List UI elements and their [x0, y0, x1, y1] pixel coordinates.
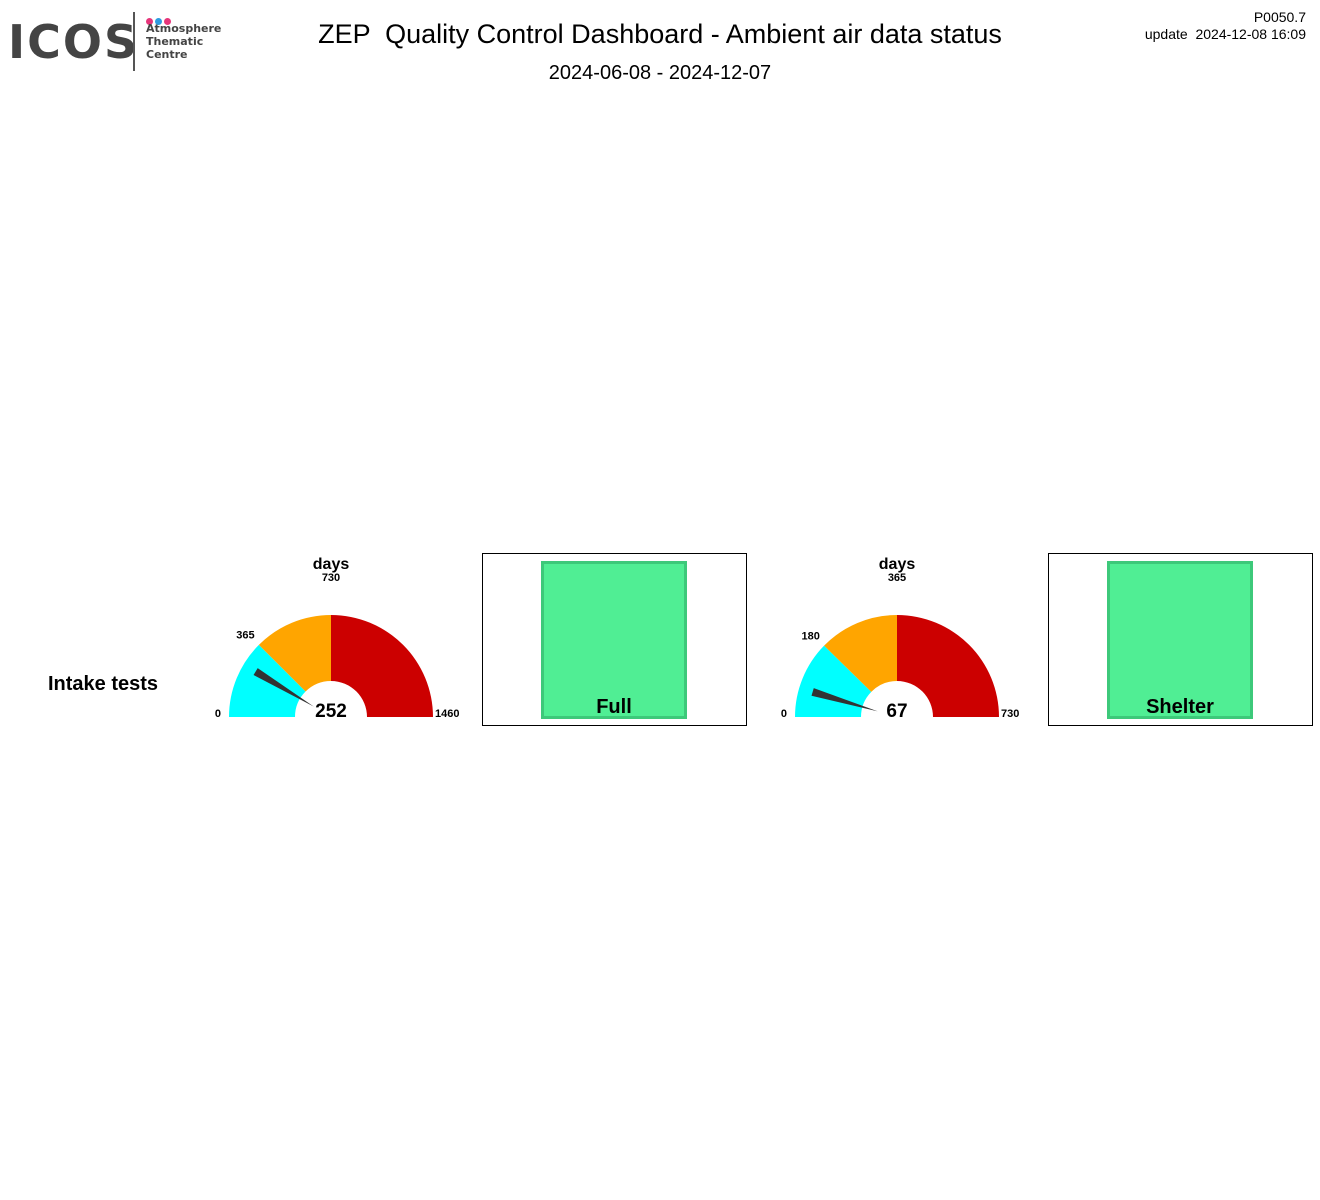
gauge-tick-label: 365	[236, 630, 254, 642]
gauge-unit-label: days	[313, 556, 350, 573]
page-title: ZEP Quality Control Dashboard - Ambient …	[318, 19, 1002, 49]
logo-divider	[133, 12, 135, 71]
row-label-intake-tests: Intake tests	[48, 673, 159, 695]
gauge-band	[897, 615, 999, 717]
gauge-value: 67	[886, 701, 907, 722]
gauge-tick-label: 1460	[435, 708, 459, 720]
logo-wordmark: ICOS	[8, 15, 140, 69]
status-box-full: Full	[482, 553, 747, 726]
status-box-shelter: Shelter	[1048, 553, 1313, 726]
gauge-tick-label: 0	[215, 708, 221, 720]
gauge-band	[795, 645, 872, 717]
gauge-days-2: days 67 0 180 365 730	[781, 556, 1019, 722]
gauge-band	[258, 615, 331, 692]
gauge-tick-label: 365	[888, 572, 906, 584]
logo-sub-line: Centre	[146, 48, 188, 61]
status-indicator	[1107, 561, 1253, 719]
logo-subtitle: Atmosphere Thematic Centre	[146, 22, 221, 61]
status-label: Shelter	[1146, 696, 1214, 718]
gauge-tick-label: 730	[322, 572, 340, 584]
gauge-tick-label: 0	[781, 708, 787, 720]
gauge-band	[824, 615, 897, 692]
icos-logo: ICOS Atmosphere Thematic Centre	[8, 10, 228, 74]
gauge-tick-label: 180	[801, 630, 819, 642]
logo-sub-line: Thematic	[146, 35, 204, 48]
update-timestamp: update 2024-12-08 16:09	[1144, 26, 1306, 42]
period-subtitle: 2024-06-08 - 2024-12-07	[548, 62, 772, 84]
update-info: P0050.7 update 2024-12-08 16:09	[1145, 9, 1306, 43]
status-indicator	[541, 561, 687, 719]
gauge-days-1: days 252 0 365 730 1460	[215, 556, 460, 722]
gauge-tick-label: 730	[1001, 708, 1019, 720]
logo-dot	[146, 18, 153, 25]
product-code: P0050.7	[1253, 9, 1306, 25]
gauge-unit-label: days	[879, 556, 916, 573]
gauge-needle	[811, 688, 878, 712]
logo-dot	[164, 18, 171, 25]
gauge-band	[331, 615, 433, 717]
status-label: Full	[596, 696, 632, 718]
logo-dots	[146, 12, 173, 25]
logo-dot	[155, 18, 162, 25]
gauge-needle	[253, 668, 314, 707]
gauge-value: 252	[315, 701, 347, 722]
logo-sub-line: Atmosphere	[146, 22, 222, 35]
